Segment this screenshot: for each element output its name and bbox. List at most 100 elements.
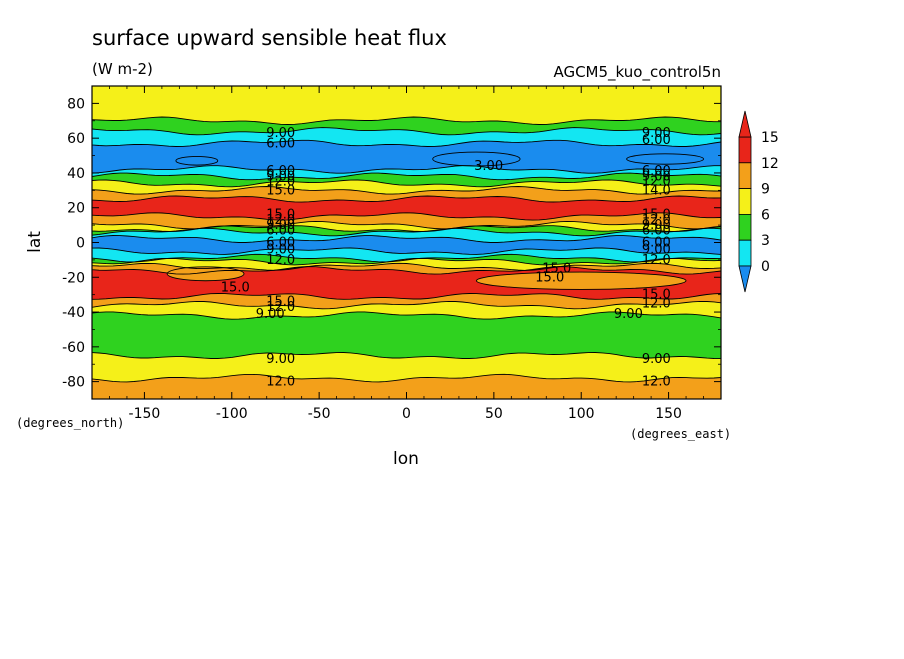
contour-band bbox=[92, 235, 721, 255]
colorbar-extend-high bbox=[738, 110, 752, 138]
contour-band bbox=[92, 248, 721, 262]
x-tick-label: 50 bbox=[485, 406, 503, 422]
contour-band bbox=[92, 86, 721, 125]
contour-label: 9.00 bbox=[256, 307, 285, 322]
contour-patch bbox=[175, 155, 219, 166]
contour-line bbox=[92, 227, 721, 237]
contour-label: 3.00 bbox=[474, 159, 503, 174]
contour-label: 12.0 bbox=[642, 375, 671, 390]
y-tick-label: 20 bbox=[67, 201, 85, 217]
contour-label: 9.00 bbox=[614, 307, 643, 322]
contour-label: 9.00 bbox=[266, 352, 295, 367]
contour-label: 15.0 bbox=[266, 183, 295, 198]
contour-label: 12.0 bbox=[266, 253, 295, 268]
contour-label: 9.00 bbox=[642, 242, 671, 257]
contour-line bbox=[92, 139, 721, 147]
contour-label: 15.0 bbox=[221, 281, 250, 296]
contour-band bbox=[92, 179, 721, 195]
chart-title: surface upward sensible heat flux bbox=[92, 26, 447, 50]
contour-band bbox=[92, 173, 721, 187]
contour-label: 12.0 bbox=[642, 253, 671, 268]
contour-label: 12.0 bbox=[642, 213, 671, 228]
x-axis-label: lon bbox=[393, 449, 419, 469]
contour-label: 9.00 bbox=[266, 126, 295, 141]
contour-band bbox=[92, 228, 721, 243]
contour-band bbox=[92, 301, 721, 320]
contour-label: 12.0 bbox=[266, 175, 295, 190]
contour-band bbox=[92, 165, 721, 180]
contour-label: 6.00 bbox=[642, 164, 671, 179]
contour-patch bbox=[475, 271, 687, 290]
contour-band bbox=[92, 140, 721, 174]
contour-label: 9.00 bbox=[266, 218, 295, 233]
plot-area bbox=[92, 86, 721, 399]
contour-line bbox=[92, 373, 721, 383]
contour-band bbox=[92, 263, 721, 275]
contour-patch bbox=[626, 153, 704, 165]
colorbar: 15 12 9 6 3 0 bbox=[738, 110, 779, 293]
contour-label: 15.0 bbox=[542, 262, 571, 277]
contour-band bbox=[92, 258, 721, 271]
contour-line bbox=[92, 352, 721, 360]
y-tick-label: 0 bbox=[76, 236, 85, 252]
x-tick-label: -150 bbox=[129, 406, 161, 422]
colorbar-label: 15 bbox=[761, 130, 779, 146]
contour-band bbox=[92, 352, 721, 382]
contour-band bbox=[92, 293, 721, 309]
contour-label: 15.0 bbox=[642, 208, 671, 223]
contour-label: 15.0 bbox=[266, 295, 295, 310]
contour-label: 9.00 bbox=[266, 242, 295, 257]
x-tick-label: 0 bbox=[402, 406, 411, 422]
dataset-label: AGCM5_kuo_control5n bbox=[553, 63, 721, 82]
y-tick-label: 80 bbox=[67, 96, 85, 112]
contour-label: 9.00 bbox=[642, 126, 671, 141]
x-tick-label: 100 bbox=[568, 406, 595, 422]
contour-label: 15.0 bbox=[535, 270, 564, 285]
contour-line bbox=[92, 116, 721, 125]
contour-band bbox=[92, 374, 721, 399]
y-tick-label: -40 bbox=[62, 305, 85, 321]
contour-band bbox=[92, 221, 721, 232]
contour-line bbox=[92, 179, 721, 188]
contour-line bbox=[92, 127, 721, 136]
y-tick-label: 40 bbox=[67, 166, 85, 182]
contour-line bbox=[92, 247, 721, 255]
contour-line bbox=[92, 262, 721, 271]
y-tick-label: -60 bbox=[62, 340, 85, 356]
colorbar-extend-low bbox=[738, 265, 752, 293]
x-tick-label: -50 bbox=[308, 406, 331, 422]
contour-label: 12.0 bbox=[266, 375, 295, 390]
y-tick-label: -20 bbox=[62, 270, 85, 286]
colorbar-swatch bbox=[738, 162, 752, 190]
contour-line bbox=[92, 195, 721, 203]
contour-label: 15.0 bbox=[642, 288, 671, 303]
colorbar-label: 6 bbox=[761, 207, 770, 223]
contour-label: 6.00 bbox=[266, 236, 295, 251]
contour-label: 12.0 bbox=[642, 175, 671, 190]
contour-line bbox=[92, 293, 721, 300]
contour-label: 6.00 bbox=[642, 223, 671, 238]
colorbar-label: 9 bbox=[761, 182, 770, 198]
contour-label: 12.0 bbox=[266, 213, 295, 228]
contour-label: 6.00 bbox=[266, 223, 295, 238]
contour-label: 9.00 bbox=[266, 169, 295, 184]
contour-label: 6.00 bbox=[266, 136, 295, 151]
contour-line bbox=[92, 253, 721, 263]
colorbar-label: 3 bbox=[761, 233, 770, 249]
x-tick-label: -100 bbox=[216, 406, 248, 422]
colorbar-label: 12 bbox=[761, 156, 779, 172]
colorbar-swatch bbox=[738, 239, 752, 267]
contour-line bbox=[92, 212, 721, 221]
contour-band bbox=[92, 196, 721, 221]
contour-line bbox=[92, 235, 721, 243]
contour-line bbox=[92, 186, 721, 195]
contour-band bbox=[92, 311, 721, 359]
contour-label: 6.00 bbox=[642, 236, 671, 251]
contour-line bbox=[92, 266, 721, 275]
y-axis-unit: (degrees_north) bbox=[16, 416, 124, 430]
x-axis-unit: (degrees_east) bbox=[630, 427, 731, 441]
contour-line bbox=[92, 172, 721, 181]
contour-line bbox=[92, 257, 721, 266]
contour-label: 12.0 bbox=[642, 296, 671, 311]
